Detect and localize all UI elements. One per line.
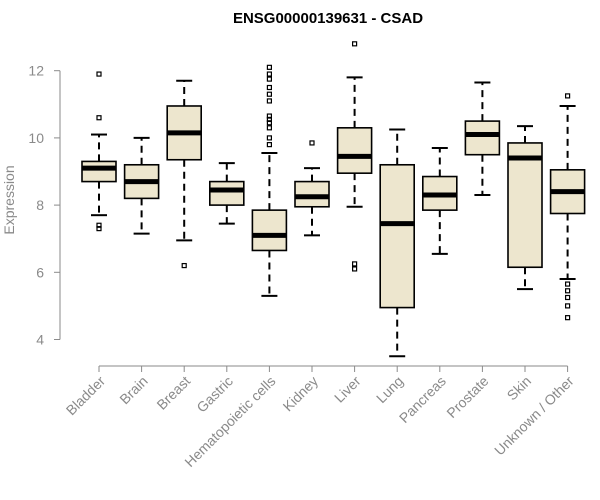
box-group [379,128,416,358]
outlier-point [181,262,187,269]
x-tick-label: Brain [116,373,150,407]
x-tick-label: Unknown / Other [491,373,577,459]
y-tick-label: 8 [36,197,44,213]
outlier-point [266,76,272,82]
iqr-box [336,127,373,174]
iqr-box [379,163,416,309]
outlier-point [352,261,358,267]
outlier-point [96,115,102,121]
x-tick-label: Pancreas [396,373,449,426]
x-tick-label: Skin [504,373,535,404]
outlier-point [266,125,272,131]
y-axis: 4 6 8 10 12 [28,63,61,348]
outlier-point [266,98,272,104]
box-group [507,125,543,291]
outlier-point [266,64,272,70]
x-tick-label: Lung [373,373,406,406]
x-tick-label: Bladder [63,373,109,419]
y-tick-label: 12 [28,63,44,79]
outlier-point [564,303,571,309]
outlier-point [96,71,102,77]
box-group [209,162,245,225]
outlier-point [266,84,272,91]
outlier-point [96,226,102,232]
y-tick-label: 6 [36,264,44,280]
iqr-box [464,120,501,156]
box-group [251,64,288,297]
boxes-layer [81,41,586,358]
x-tick-label: Gastric [193,373,236,416]
outlier-point [266,113,272,119]
y-tick-label: 10 [28,130,44,146]
outlier-point [96,222,102,228]
outlier-point [352,266,358,272]
iqr-box [507,142,543,269]
iqr-box [294,180,330,208]
outlier-point [266,142,272,148]
outlier-point [564,281,571,287]
box-group [166,79,202,269]
box-group [294,140,330,237]
y-axis-label: Expression [1,165,17,234]
box-group [81,71,117,232]
outlier-point [266,91,272,97]
iqr-box [251,209,288,252]
outlier-point [266,71,272,77]
outlier-point [266,120,272,126]
outlier-point [266,116,272,123]
x-tick-label: Prostate [443,373,491,421]
outlier-point [564,288,571,294]
iqr-box [209,180,245,206]
chart-title: ENSG00000139631 - CSAD [233,10,423,27]
x-tick-label: Breast [153,373,193,413]
outlier-point [564,315,571,321]
x-tick-label: Liver [331,373,364,406]
x-tick-label: Kidney [280,373,322,415]
outlier-point [309,140,315,146]
outlier-point [564,294,571,301]
iqr-box [81,160,117,183]
outlier-point [266,135,272,141]
outlier-point [564,93,571,99]
outlier-point [352,41,358,47]
y-tick-label: 4 [36,332,44,348]
box-group [421,146,458,255]
box-group [123,136,160,235]
box-group [336,41,373,272]
box-group [464,81,501,197]
box-group [549,93,586,321]
